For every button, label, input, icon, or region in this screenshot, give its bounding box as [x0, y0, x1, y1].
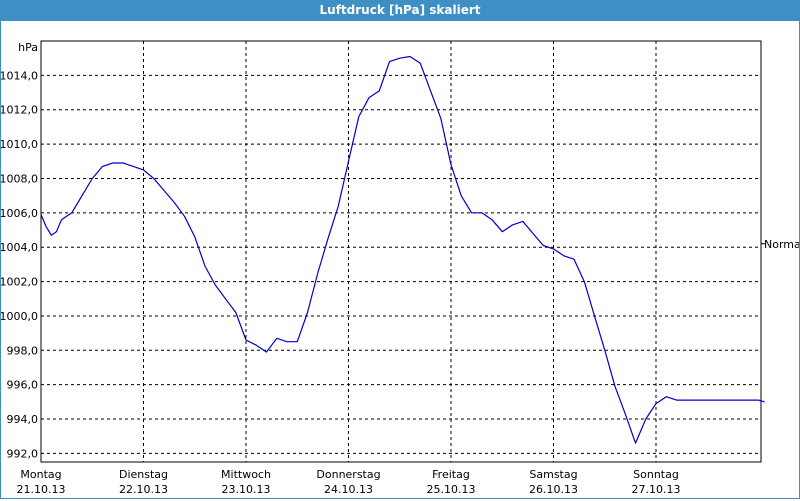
x-tick-day: Donnerstag	[316, 468, 380, 481]
x-tick-date: 23.10.13	[222, 483, 271, 496]
x-tick-date: 24.10.13	[324, 483, 373, 496]
x-tick-day: Mittwoch	[221, 468, 271, 481]
y-tick-label: 992,0	[7, 447, 39, 460]
reference-label: Normal	[764, 238, 799, 251]
x-tick-date: 22.10.13	[119, 483, 168, 496]
x-tick-date: 27.10.13	[632, 483, 681, 496]
y-tick-label: 1004,0	[1, 241, 38, 254]
y-tick-label: 1000,0	[1, 310, 38, 323]
x-tick-day: Sonntag	[633, 468, 679, 481]
y-tick-label: 994,0	[7, 413, 39, 426]
y-tick-label: 1012,0	[1, 104, 38, 117]
x-tick-date: 21.10.13	[17, 483, 66, 496]
y-tick-label: 1006,0	[1, 207, 38, 220]
y-tick-label: 998,0	[7, 344, 39, 357]
y-tick-label: 1002,0	[1, 276, 38, 289]
x-tick-day: Samstag	[529, 468, 577, 481]
chart-frame: 992,0 994,0 996,0 998,0 1000,0 1002,0 1004,0 10…	[0, 21, 800, 499]
chart-title: Luftdruck [hPa] skaliert	[0, 0, 800, 21]
y-tick-label: 996,0	[7, 379, 39, 392]
y-tick-label: 1010,0	[1, 138, 38, 151]
x-tick-day: Freitag	[432, 468, 470, 481]
plot-area	[40, 40, 762, 463]
x-tick-date: 26.10.13	[529, 483, 578, 496]
x-tick-day: Dienstag	[119, 468, 168, 481]
y-tick-label: 1008,0	[1, 172, 38, 185]
x-tick-date: 25.10.13	[427, 483, 476, 496]
pressure-chart: 992,0 994,0 996,0 998,0 1000,0 1002,0 1004,0 10…	[0, 40, 800, 496]
y-axis-label: hPa	[18, 41, 38, 54]
y-tick-label: 1014,0	[1, 69, 38, 82]
x-tick-day: Montag	[20, 468, 61, 481]
pressure-series-line	[40, 55, 765, 444]
